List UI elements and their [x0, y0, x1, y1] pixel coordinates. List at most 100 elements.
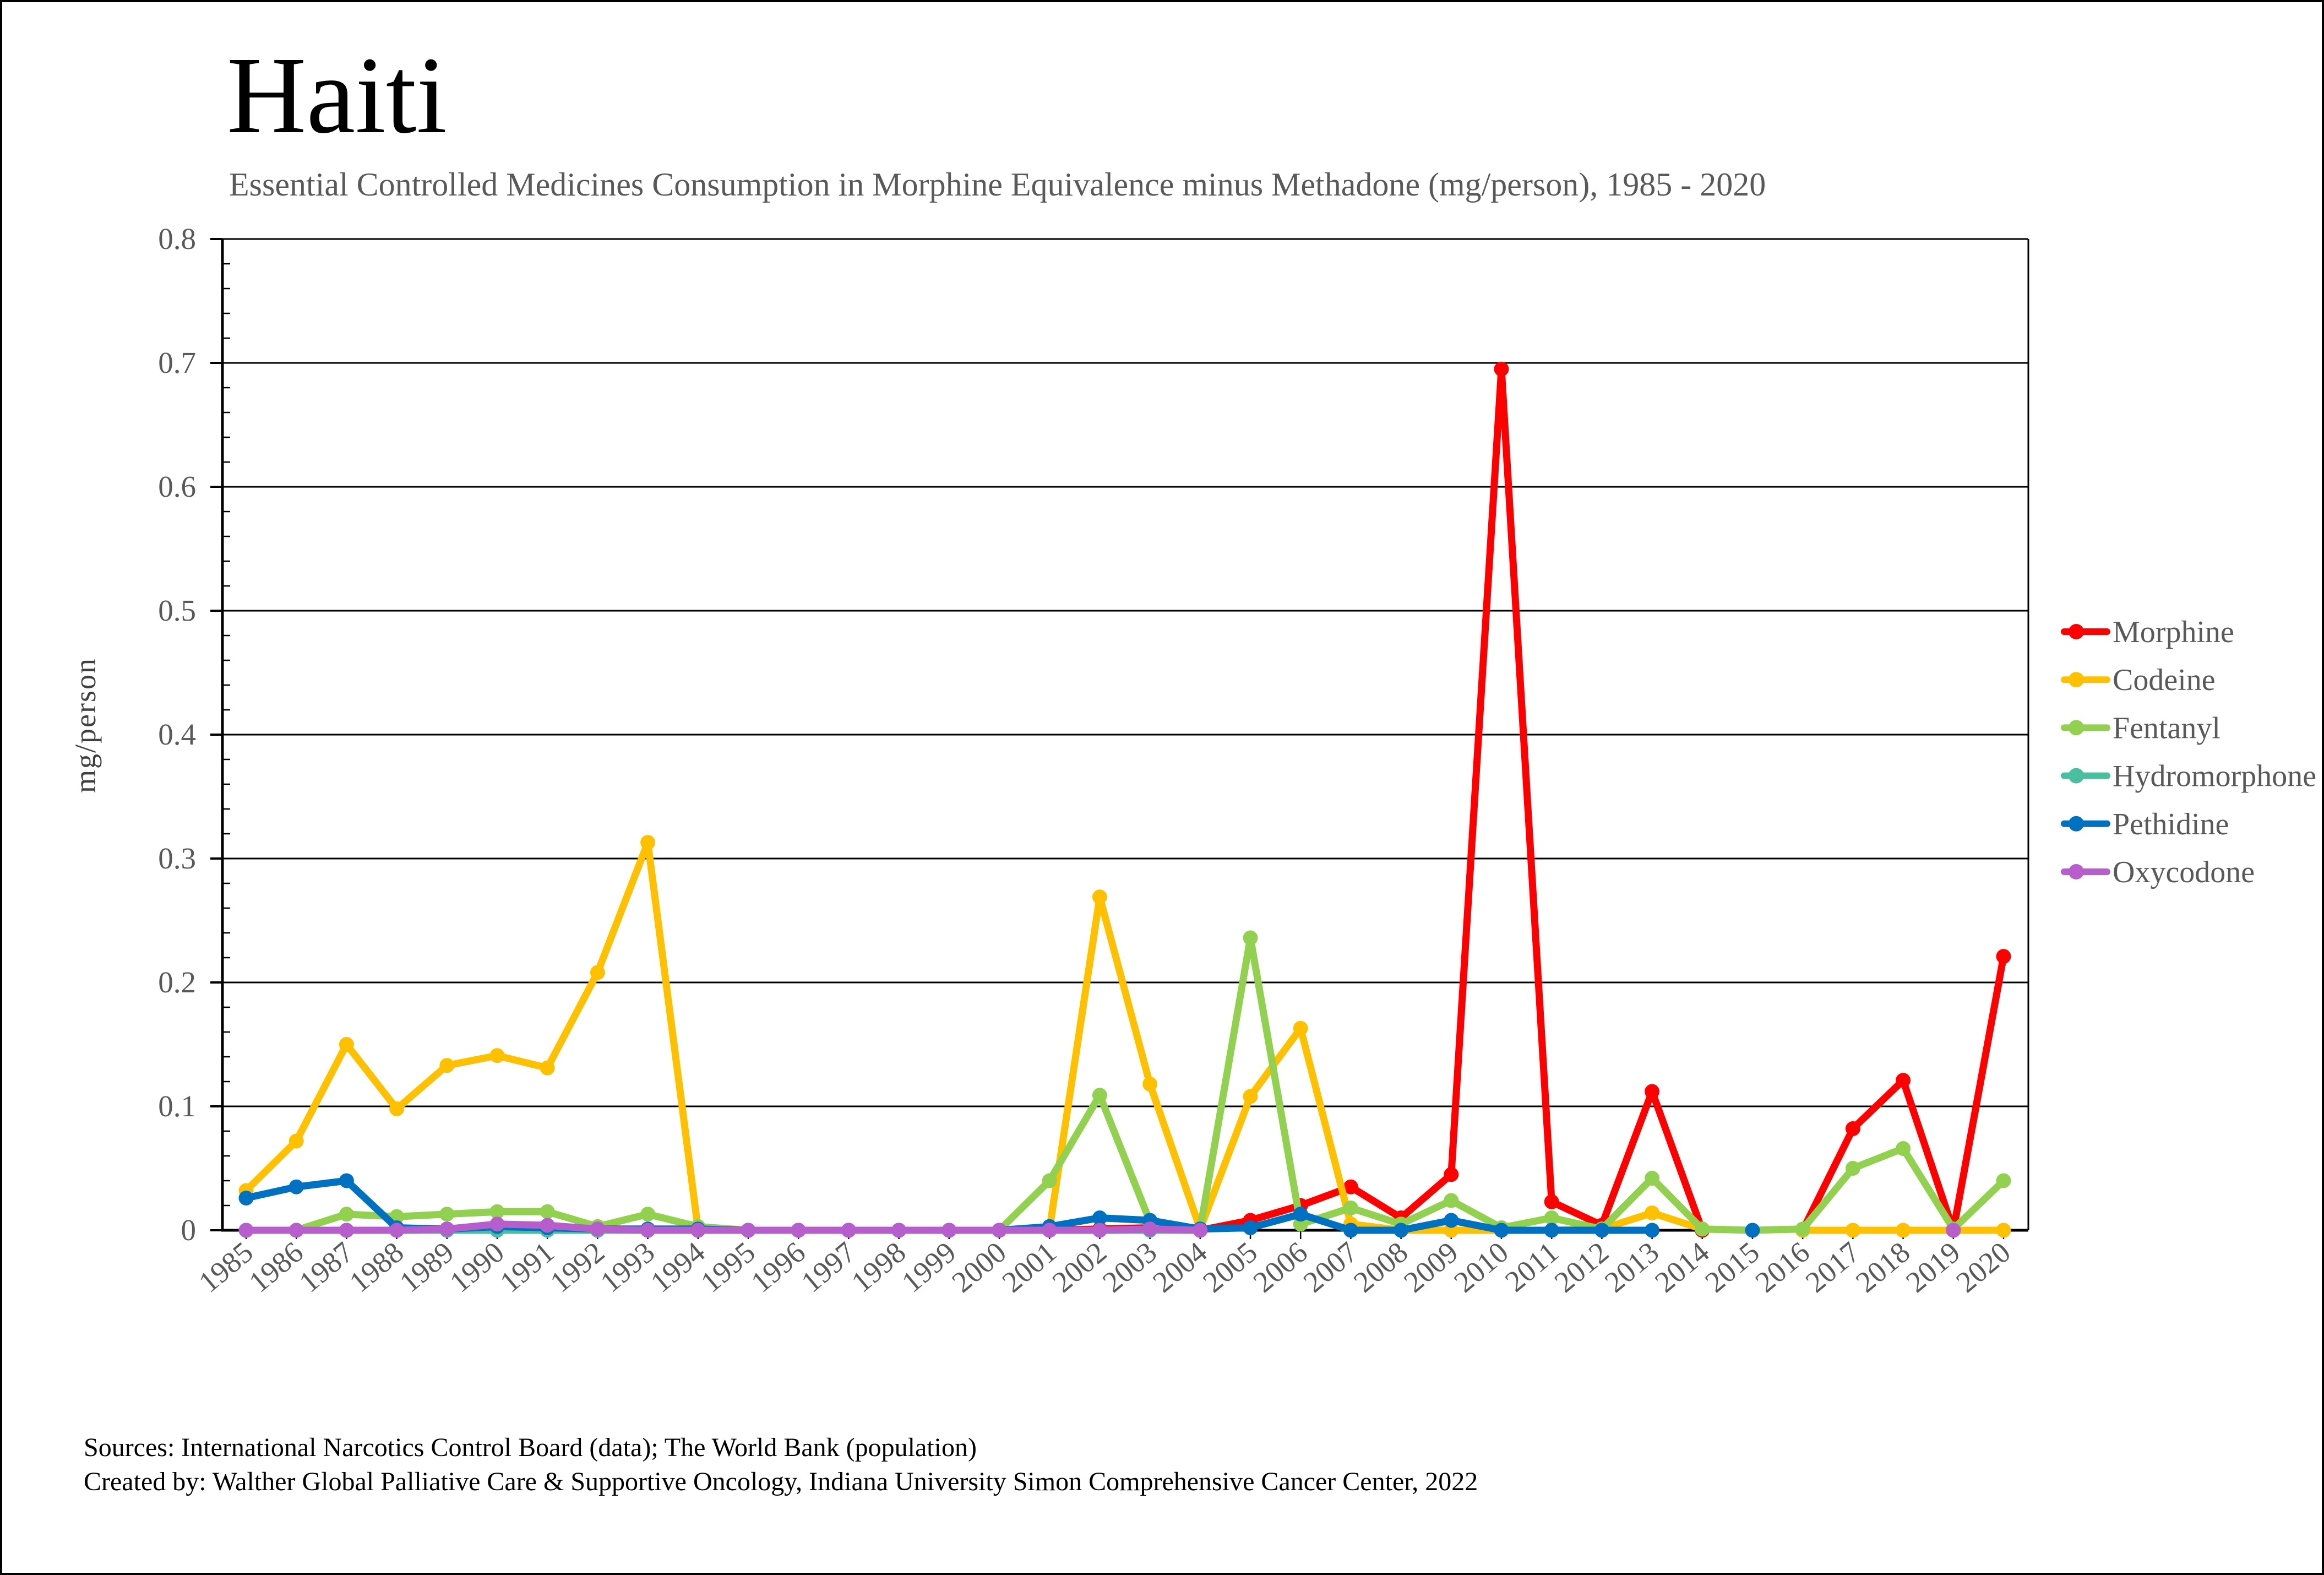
series-marker-oxycodone: [1142, 1221, 1158, 1237]
series-marker-pethidine: [1444, 1213, 1459, 1228]
footer-sources: Sources: International Narcotics Control…: [84, 1433, 977, 1462]
legend-label-morphine: Morphine: [2113, 615, 2234, 649]
legend-swatch-marker-codeine: [2069, 672, 2084, 688]
x-tick-label: 2020: [1950, 1235, 2016, 1299]
series-marker-codeine: [289, 1133, 304, 1149]
series-marker-pethidine: [1544, 1223, 1559, 1238]
x-tick-label: 2017: [1799, 1235, 1866, 1299]
series-marker-codeine: [1243, 1089, 1258, 1104]
series-marker-pethidine: [1645, 1223, 1660, 1238]
series-marker-morphine: [1444, 1167, 1459, 1182]
x-tick-label: 2012: [1548, 1235, 1615, 1299]
legend-swatch-marker-oxycodone: [2069, 864, 2084, 879]
series-marker-fentanyl: [640, 1207, 656, 1222]
x-tick-label: 2008: [1347, 1235, 1414, 1299]
series-marker-fentanyl: [1444, 1193, 1459, 1208]
x-tick-label: 1986: [243, 1235, 309, 1299]
y-tick-label: 0.2: [158, 965, 196, 999]
x-tick-label: 2010: [1447, 1235, 1514, 1299]
series-marker-codeine: [590, 965, 605, 980]
x-tick-label: 2016: [1749, 1235, 1816, 1299]
series-marker-oxycodone: [590, 1221, 605, 1237]
series-marker-codeine: [640, 835, 656, 850]
series-marker-pethidine: [1343, 1223, 1358, 1238]
series-marker-fentanyl: [1243, 930, 1258, 946]
legend-swatch-marker-hydromorphone: [2069, 768, 2084, 784]
x-tick-label: 2006: [1247, 1235, 1314, 1299]
series-marker-pethidine: [238, 1191, 254, 1205]
x-tick-label: 1992: [544, 1235, 611, 1299]
legend-label-codeine: Codeine: [2113, 663, 2216, 697]
series-marker-fentanyl: [1695, 1221, 1710, 1237]
series-marker-fentanyl: [439, 1207, 455, 1222]
x-tick-label: 1989: [393, 1235, 460, 1299]
legend-label-fentanyl: Fentanyl: [2113, 711, 2220, 745]
x-tick-label: 1996: [745, 1235, 812, 1299]
series-marker-codeine: [1142, 1077, 1158, 1091]
x-tick-label: 1990: [443, 1235, 510, 1299]
x-tick-label: 2011: [1499, 1235, 1565, 1298]
x-tick-label: 2004: [1146, 1235, 1213, 1299]
series-marker-codeine: [1896, 1223, 1911, 1238]
y-tick-label: 0.3: [158, 841, 196, 875]
series-marker-pethidine: [1394, 1223, 1409, 1238]
series-marker-codeine: [1996, 1223, 2011, 1238]
series-marker-codeine: [1845, 1223, 1860, 1238]
legend-label-pethidine: Pethidine: [2113, 807, 2229, 841]
series-line-codeine: [242, 839, 2007, 1234]
series-marker-codeine: [540, 1060, 555, 1076]
x-tick-label: 1997: [795, 1235, 862, 1299]
series-marker-oxycodone: [439, 1221, 455, 1237]
series-marker-morphine: [1544, 1194, 1559, 1209]
series-marker-codeine: [1092, 889, 1107, 905]
series-marker-fentanyl: [1645, 1171, 1660, 1186]
series-marker-codeine: [439, 1058, 455, 1073]
series-marker-oxycodone: [941, 1223, 957, 1238]
series-marker-oxycodone: [690, 1223, 706, 1238]
series-marker-codeine: [339, 1037, 354, 1052]
series-marker-oxycodone: [791, 1223, 806, 1238]
footer-credit: Created by: Walther Global Palliative Ca…: [84, 1467, 1478, 1496]
x-tick-label: 2007: [1297, 1235, 1364, 1299]
series-marker-oxycodone: [640, 1223, 656, 1238]
series-line-fentanyl: [242, 934, 2007, 1234]
series-marker-oxycodone: [540, 1218, 555, 1233]
x-tick-label: 2001: [996, 1235, 1063, 1299]
x-tick-label: 2015: [1699, 1235, 1765, 1299]
series-marker-pethidine: [339, 1173, 354, 1188]
series-marker-codeine: [1645, 1205, 1660, 1220]
y-tick-label: 0.7: [158, 346, 196, 379]
series-marker-oxycodone: [389, 1223, 405, 1238]
y-tick-label: 0.4: [158, 718, 196, 751]
series-marker-pethidine: [1243, 1220, 1258, 1235]
series-marker-oxycodone: [1193, 1223, 1208, 1238]
x-tick-label: 2002: [1046, 1235, 1113, 1299]
series-marker-pethidine: [289, 1179, 304, 1194]
y-tick-label: 0.1: [158, 1089, 196, 1123]
y-tick-label: 0.6: [158, 470, 196, 503]
series-marker-oxycodone: [992, 1223, 1007, 1238]
legend-label-oxycodone: Oxycodone: [2113, 855, 2255, 889]
x-tick-label: 1998: [845, 1235, 912, 1299]
series-marker-morphine: [1845, 1121, 1860, 1136]
series-marker-morphine: [1494, 361, 1509, 377]
x-tick-label: 1985: [192, 1235, 259, 1299]
chart-title: Haiti: [227, 35, 447, 156]
series-marker-pethidine: [1293, 1207, 1308, 1222]
x-tick-label: 1991: [494, 1235, 560, 1299]
x-tick-label: 1993: [594, 1235, 661, 1299]
series-marker-fentanyl: [339, 1207, 354, 1222]
series-marker-codeine: [1293, 1020, 1308, 1036]
series-marker-fentanyl: [1042, 1173, 1057, 1188]
series-marker-fentanyl: [489, 1204, 505, 1219]
series-marker-oxycodone: [289, 1223, 304, 1238]
series-marker-oxycodone: [339, 1223, 354, 1238]
x-tick-label: 1987: [293, 1235, 360, 1299]
x-tick-label: 1995: [694, 1235, 761, 1299]
series-marker-oxycodone: [238, 1223, 254, 1238]
x-tick-label: 2019: [1900, 1235, 1966, 1299]
y-tick-label: 0: [181, 1213, 197, 1247]
series-marker-morphine: [1343, 1179, 1358, 1194]
